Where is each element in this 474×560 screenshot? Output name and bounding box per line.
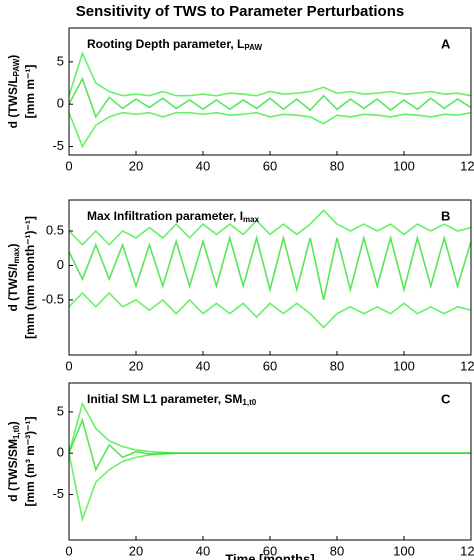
x-tick-label: 100 <box>393 158 415 173</box>
x-tick-label: 20 <box>129 358 143 373</box>
figure-title: Sensitivity of TWS to Parameter Perturba… <box>76 3 404 20</box>
x-tick-label: 0 <box>65 358 72 373</box>
x-tick-label: 40 <box>196 358 210 373</box>
y-label-text: d (TWS/L <box>6 76 20 128</box>
y-label-text: ) <box>6 243 20 247</box>
annotation-sub: max <box>243 215 260 224</box>
x-tick-label: 0 <box>65 543 72 558</box>
plot-area <box>69 401 471 523</box>
y-axis-units: [mm (m³ m⁻³)⁻¹] <box>23 417 37 507</box>
x-tick-label: 80 <box>330 158 344 173</box>
x-tick-label: 40 <box>196 543 210 558</box>
x-tick-label: 60 <box>263 358 277 373</box>
y-tick-label: 0 <box>57 445 64 460</box>
y-label-text: ) <box>6 421 20 425</box>
annotation-text: Max Infiltration parameter, I <box>87 209 243 223</box>
x-axis-label: Time [months] <box>225 551 314 560</box>
annotation: Rooting Depth parameter, LPAW <box>87 37 262 52</box>
y-axis-units: [mm m⁻¹] <box>23 65 37 119</box>
axes-box <box>68 382 472 541</box>
y-label-sub: max <box>12 247 21 264</box>
annotation: Initial SM L1 parameter, SM1,t0 <box>87 392 257 407</box>
data-line <box>69 76 471 119</box>
data-line <box>69 209 471 246</box>
x-tick-label: 80 <box>330 358 344 373</box>
data-line <box>69 417 471 472</box>
annotation-sub: PAW <box>244 43 262 52</box>
y-label-text: ) <box>6 55 20 59</box>
y-label-text: d (TWS/I <box>6 264 20 312</box>
x-tick-label: 60 <box>263 158 277 173</box>
y-axis-label: d (TWS/SM1,t0) <box>6 421 21 501</box>
y-axis-label: d (TWS/Imax) <box>6 243 21 311</box>
x-tick-label: 20 <box>129 158 143 173</box>
annotation-text: Rooting Depth parameter, L <box>87 37 244 51</box>
y-tick-label: 5 <box>57 53 64 68</box>
axes-box <box>68 199 472 356</box>
data-line <box>69 111 471 149</box>
y-tick-label: -0.5 <box>42 291 64 306</box>
panel-letter: B <box>441 208 450 223</box>
y-label-sub: 1,t0 <box>12 425 21 439</box>
panel-letter: A <box>441 36 451 51</box>
y-label-text: d (TWS/SM <box>6 439 20 502</box>
y-axis-label: d (TWS/LPAW) <box>6 55 21 129</box>
x-tick-label: 100 <box>393 543 415 558</box>
data-line <box>69 401 471 455</box>
x-tick-label: 40 <box>196 158 210 173</box>
y-tick-label: 0 <box>57 257 64 272</box>
data-line <box>69 291 471 329</box>
panel-letter: C <box>441 391 451 406</box>
y-tick-label: 0 <box>57 96 64 111</box>
x-tick-label: 120 <box>460 543 474 558</box>
x-tick-label: 120 <box>460 158 474 173</box>
y-tick-label: -5 <box>52 486 64 501</box>
data-line <box>69 234 471 301</box>
data-line <box>69 452 471 523</box>
annotation: Max Infiltration parameter, Imax <box>87 209 260 224</box>
y-axis-units: [mm (mm month⁻¹)⁻¹] <box>23 216 37 339</box>
data-line <box>69 51 471 97</box>
x-tick-label: 80 <box>330 543 344 558</box>
x-tick-label: 120 <box>460 358 474 373</box>
x-tick-label: 100 <box>393 358 415 373</box>
y-label-sub: PAW <box>12 58 21 76</box>
y-tick-label: 5 <box>57 403 64 418</box>
x-tick-label: 20 <box>129 543 143 558</box>
y-tick-label: 0.5 <box>46 222 64 237</box>
plot-area <box>69 209 471 329</box>
annotation-sub: 1,t0 <box>242 398 256 407</box>
annotation-text: Initial SM L1 parameter, SM <box>87 392 242 406</box>
x-tick-label: 60 <box>263 543 277 558</box>
y-tick-label: -5 <box>52 138 64 153</box>
plot-area <box>69 51 471 149</box>
x-tick-label: 0 <box>65 158 72 173</box>
